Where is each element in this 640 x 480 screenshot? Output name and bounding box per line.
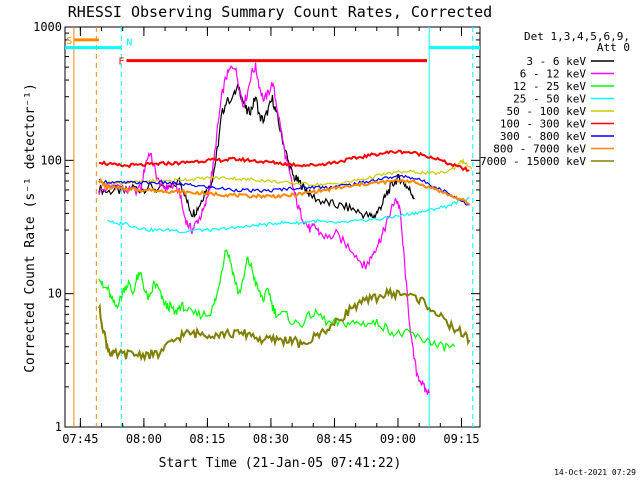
x-tick-label: 09:15 bbox=[443, 432, 479, 446]
legend-header-line-2: Att 0 bbox=[597, 41, 630, 54]
x-axis-label: Start Time (21-Jan-05 07:41:22) bbox=[159, 456, 402, 471]
series-line bbox=[98, 174, 470, 206]
legend-header-line-1: Det 1,3,4,5,6,9, bbox=[524, 30, 630, 43]
y-tick-label: 10 bbox=[48, 287, 62, 301]
series-line bbox=[98, 286, 471, 363]
legend-label: 7000 - 15000 keV bbox=[480, 155, 586, 168]
legend-label: 12 - 25 keV bbox=[513, 80, 586, 93]
x-tick-label: 08:30 bbox=[253, 432, 289, 446]
series-line bbox=[98, 83, 415, 220]
y-tick-label: 100 bbox=[40, 153, 62, 167]
legend-label: 50 - 100 keV bbox=[507, 105, 587, 118]
legend-label: 3 - 6 keV bbox=[526, 55, 586, 68]
series-line bbox=[98, 177, 470, 205]
series-line bbox=[98, 248, 456, 352]
x-tick-label: 08:45 bbox=[316, 432, 352, 446]
x-tick-label: 09:00 bbox=[380, 432, 416, 446]
annotation-label: S bbox=[66, 36, 72, 47]
x-tick-label: 07:45 bbox=[62, 432, 98, 446]
chart-title: RHESSI Observing Summary Count Rates, Co… bbox=[68, 3, 492, 21]
series-line bbox=[107, 196, 470, 234]
x-tick-label: 08:00 bbox=[126, 432, 162, 446]
legend-label: 800 - 7000 keV bbox=[493, 143, 586, 156]
annotation-label: N bbox=[126, 38, 132, 49]
y-tick-label: 1 bbox=[55, 420, 62, 434]
legend-label: 100 - 300 keV bbox=[500, 118, 586, 131]
annotation-label: F bbox=[118, 57, 124, 68]
footer-date: 14-Oct-2021 07:29 bbox=[554, 468, 636, 477]
series-line bbox=[98, 62, 430, 395]
y-axis-label: Corrected Count Rate (s⁻¹ detector⁻¹) bbox=[23, 83, 38, 373]
legend-label: 25 - 50 keV bbox=[513, 93, 586, 106]
plot-frame bbox=[64, 26, 481, 428]
y-tick-label: 1000 bbox=[33, 20, 62, 34]
series-line bbox=[98, 157, 473, 187]
legend-label: 6 - 12 keV bbox=[520, 68, 587, 81]
series-line bbox=[98, 149, 470, 172]
legend-label: 300 - 800 keV bbox=[500, 130, 586, 143]
plot-area: 1 10 100 1000 07:45 08:00 08:15 08:30 08:45 09:00… bbox=[33, 20, 481, 446]
x-tick-label: 08:15 bbox=[189, 432, 225, 446]
